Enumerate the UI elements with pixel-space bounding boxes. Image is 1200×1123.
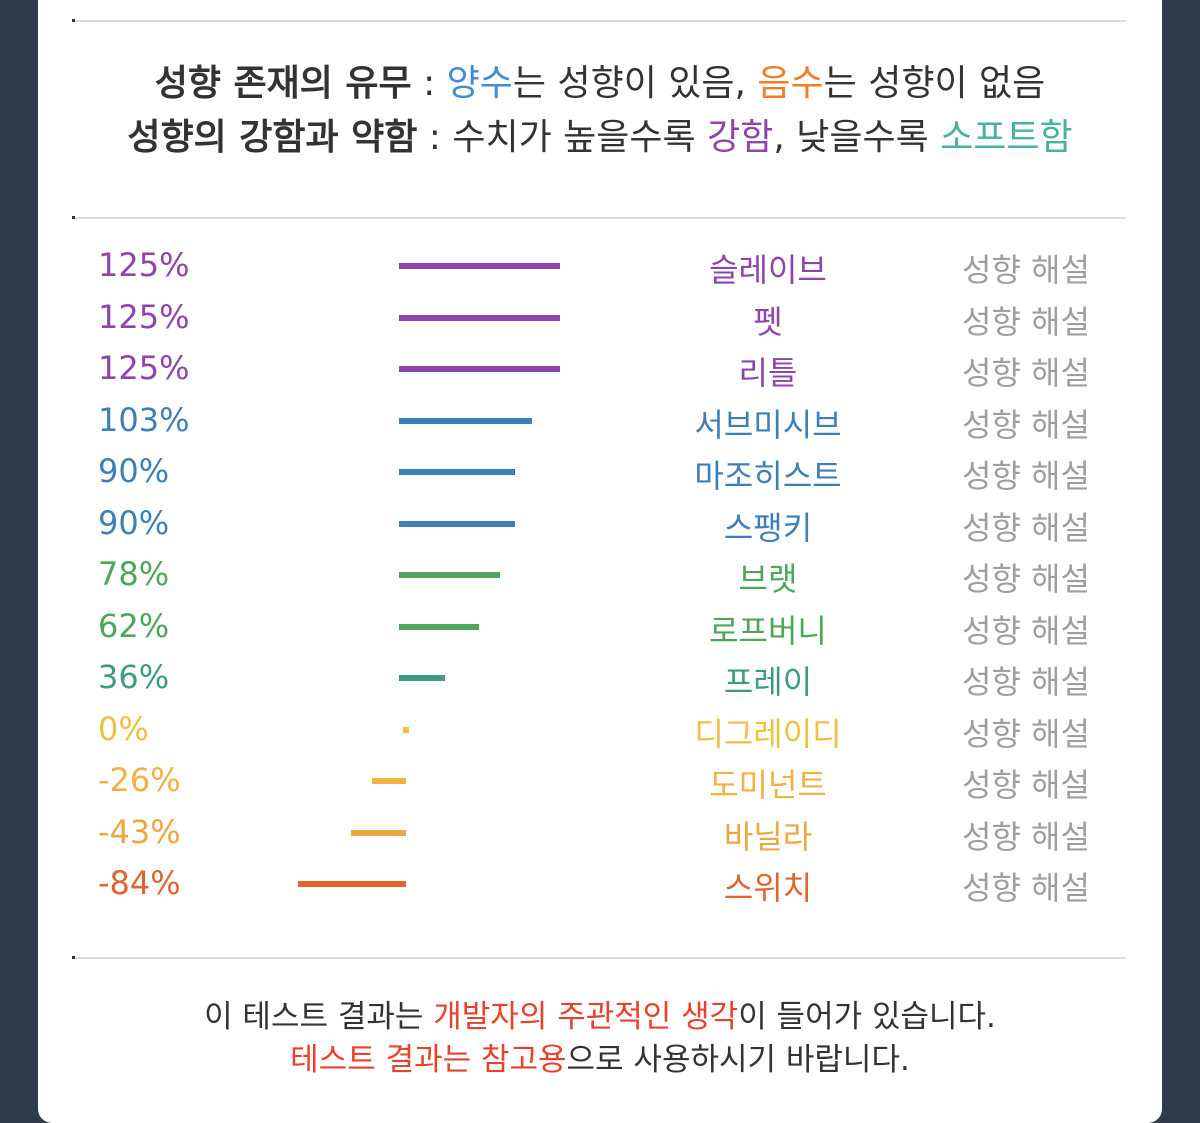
bar [399, 572, 500, 578]
value-label: 78% [98, 555, 170, 593]
value-label: 90% [98, 503, 170, 542]
legend-soft: 소프트함 [940, 117, 1073, 158]
bottom-divider [72, 956, 1126, 959]
category-label: 슬레이브 [709, 251, 827, 289]
legend-negative: 음수 [757, 63, 824, 104]
explanation-link[interactable]: 성향 해설 [962, 354, 1090, 392]
explanation-link[interactable]: 성향 해설 [962, 817, 1090, 856]
disclaimer-emphasis: 개발자의 주관적인 생각 [433, 999, 739, 1035]
chart-row: 62% 로프버니 성향 해설 [38, 601, 1162, 652]
chart-row: -84% 스위치 성향 해설 [38, 858, 1162, 909]
value-label: 125% [98, 297, 190, 336]
chart-row: 90% 마조히스트 성향 해설 [38, 446, 1162, 497]
bar [399, 623, 479, 630]
value-label: -26% [98, 761, 181, 799]
explanation-link[interactable]: 성향 해설 [962, 508, 1090, 547]
category-label: 프레이 [723, 663, 813, 701]
category-label: 펫 [753, 302, 783, 341]
explanation-link[interactable]: 성향 해설 [962, 714, 1090, 753]
legend-title-existence: 성향 존재의 유무 [154, 63, 412, 104]
legend-separator: : [417, 117, 453, 158]
bar [399, 675, 446, 681]
chart-row: 78% 브랫 성향 해설 [38, 549, 1162, 600]
legend-strong: 강함 [707, 117, 774, 158]
value-label: -43% [98, 812, 181, 851]
bar [403, 726, 409, 733]
top-divider [72, 19, 1126, 22]
result-card: 성향 존재의 유무 : 양수는 성향이 있음, 음수는 성향이 없음 성향의 강… [38, 0, 1162, 1123]
category-label: 스팽키 [723, 508, 813, 547]
category-label: 디그레이디 [694, 714, 842, 753]
bar [350, 829, 406, 836]
disclaimer-text: 으로 사용하시기 바랍니다. [566, 1042, 910, 1078]
legend-line-2: 성향의 강함과 약함 : 수치가 높을수록 강함, 낮을수록 소프트함 [38, 112, 1162, 164]
explanation-link[interactable]: 성향 해설 [962, 869, 1090, 907]
value-label: 125% [98, 246, 190, 284]
chart-row: -26% 도미넌트 성향 해설 [38, 755, 1162, 806]
bar [399, 469, 516, 475]
disclaimer-emphasis: 테스트 결과는 참고용 [290, 1042, 567, 1078]
disclaimer-line-1: 이 테스트 결과는 개발자의 주관적인 생각이 들어가 있습니다. [38, 996, 1162, 1038]
chart-row: 0% 디그레이디 성향 해설 [38, 704, 1162, 755]
legend-separator: : [411, 63, 447, 104]
middle-divider [72, 216, 1126, 219]
value-label: 103% [98, 400, 190, 439]
explanation-link[interactable]: 성향 해설 [962, 457, 1090, 495]
chart-row: 125% 펫 성향 해설 [38, 292, 1162, 343]
category-label: 스위치 [723, 869, 813, 907]
legend-high-desc: 수치가 높을수록 [452, 117, 708, 158]
disclaimer-text: 이 테스트 결과는 [204, 999, 434, 1035]
value-label: 36% [98, 658, 170, 696]
bar [372, 778, 406, 784]
disclaimer-line-2: 테스트 결과는 참고용으로 사용하시기 바랍니다. [38, 1039, 1162, 1081]
category-label: 리틀 [738, 354, 798, 392]
legend-line-1: 성향 존재의 유무 : 양수는 성향이 있음, 음수는 성향이 없음 [38, 58, 1162, 110]
chart-row: 90% 스팽키 성향 해설 [38, 498, 1162, 549]
legend-title-strength: 성향의 강함과 약함 [127, 117, 418, 158]
chart-row: 103% 서브미시브 성향 해설 [38, 395, 1162, 446]
bar [399, 417, 532, 424]
chart-row: -43% 바닐라 성향 해설 [38, 807, 1162, 858]
chart-row: 36% 프레이 성향 해설 [38, 652, 1162, 703]
explanation-link[interactable]: 성향 해설 [962, 611, 1090, 650]
legend-positive-desc: 는 성향이 있음, [512, 63, 758, 104]
value-label: 90% [98, 452, 170, 490]
legend-negative-desc: 는 성향이 없음 [823, 63, 1046, 104]
explanation-link[interactable]: 성향 해설 [962, 560, 1090, 598]
category-label: 도미넌트 [709, 766, 827, 804]
bar [399, 314, 561, 321]
legend-low-desc: , 낮을수록 [773, 117, 941, 158]
value-label: 0% [98, 709, 149, 748]
explanation-link[interactable]: 성향 해설 [962, 766, 1090, 804]
legend-positive: 양수 [446, 63, 513, 104]
bar [399, 263, 561, 269]
category-label: 서브미시브 [694, 405, 842, 444]
bar [399, 366, 561, 372]
category-label: 브랫 [738, 560, 798, 598]
explanation-link[interactable]: 성향 해설 [962, 405, 1090, 444]
explanation-link[interactable]: 성향 해설 [962, 663, 1090, 701]
explanation-link[interactable]: 성향 해설 [962, 251, 1090, 289]
chart-row: 125% 슬레이브 성향 해설 [38, 240, 1162, 291]
category-label: 마조히스트 [694, 457, 842, 495]
explanation-link[interactable]: 성향 해설 [962, 302, 1090, 341]
value-label: -84% [98, 864, 181, 902]
chart-row: 125% 리틀 성향 해설 [38, 343, 1162, 394]
value-label: 125% [98, 349, 190, 387]
bar [297, 881, 406, 887]
disclaimer-text: 이 들어가 있습니다. [738, 999, 996, 1035]
bar [399, 520, 516, 527]
category-label: 로프버니 [709, 611, 827, 650]
value-label: 62% [98, 606, 170, 645]
category-label: 바닐라 [723, 817, 813, 856]
